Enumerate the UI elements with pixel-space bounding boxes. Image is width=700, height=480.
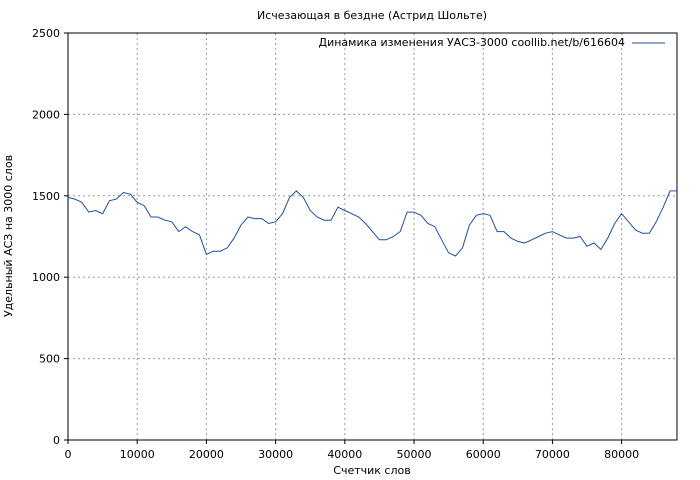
y-tick-label: 2000 [32,108,60,121]
x-tick-label: 0 [65,448,72,461]
x-tick-label: 30000 [258,448,293,461]
x-tick-label: 50000 [397,448,432,461]
legend-label: Динамика изменения УАСЗ-3000 coollib.net… [319,36,626,49]
y-tick-label: 0 [53,434,60,447]
y-tick-label: 2500 [32,27,60,40]
series-line [67,190,677,257]
chart-title: Исчезающая в бездне (Астрид Шольте) [257,9,487,22]
y-axis-label: Удельный АСЗ на 3000 слов [2,155,15,317]
x-tick-label: 70000 [535,448,570,461]
grid-lines [68,33,677,440]
legend: Динамика изменения УАСЗ-3000 coollib.net… [319,36,665,49]
x-axis: 0 10000 20000 30000 40000 50000 60000 70000 8000… [65,440,639,461]
x-tick-label: 80000 [604,448,639,461]
x-tick-label: 10000 [120,448,155,461]
x-tick-label: 20000 [189,448,224,461]
y-tick-label: 1000 [32,271,60,284]
x-tick-label: 60000 [466,448,501,461]
y-tick-label: 1500 [32,190,60,203]
x-tick-label: 40000 [327,448,362,461]
y-tick-label: 500 [39,353,60,366]
plot-frame [67,32,678,441]
y-axis: 0 500 1000 1500 2000 2500 [32,27,68,447]
series-layer [67,190,677,257]
x-axis-label: Счетчик слов [333,464,410,477]
